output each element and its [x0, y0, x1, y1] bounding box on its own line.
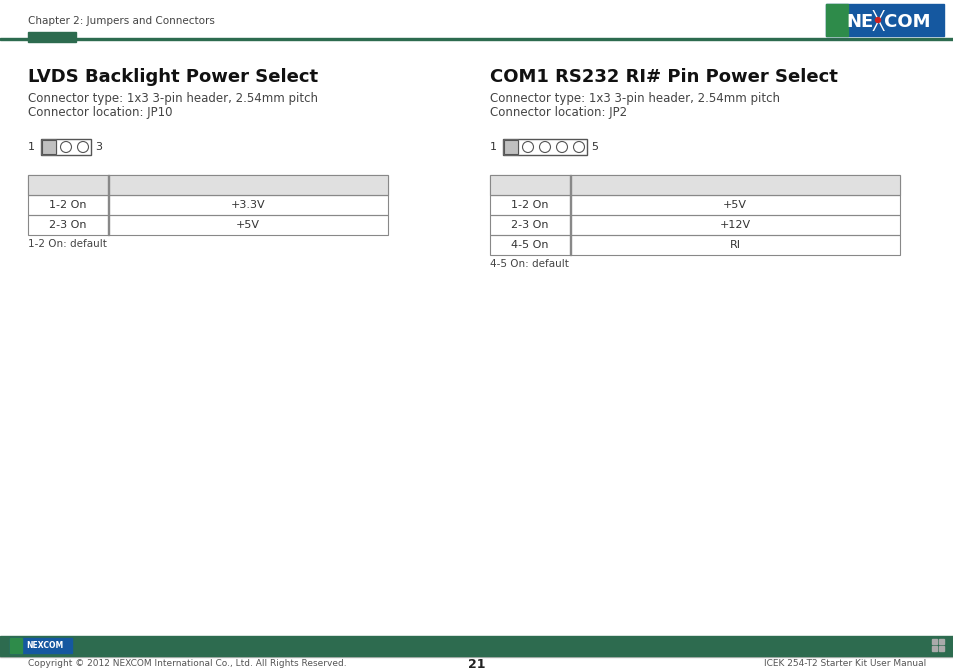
Text: 1-2 On: 1-2 On: [511, 200, 548, 210]
Bar: [28, 175, 388, 195]
Circle shape: [875, 17, 880, 22]
Text: NEXCOM: NEXCOM: [27, 641, 64, 650]
Text: 2-3 On: 2-3 On: [511, 220, 548, 230]
Bar: [490, 235, 899, 255]
Text: Connector type: 1x3 3-pin header, 2.54mm pitch: Connector type: 1x3 3-pin header, 2.54mm…: [28, 92, 317, 105]
Text: +3.3V: +3.3V: [231, 200, 265, 210]
Bar: [10, 638, 22, 653]
Bar: [490, 175, 899, 195]
Text: 1-2 On: default: 1-2 On: default: [28, 239, 107, 249]
Bar: [42, 140, 56, 154]
Text: 2-3 On: 2-3 On: [50, 220, 87, 230]
Text: Settings: Settings: [220, 179, 275, 192]
Text: Settings: Settings: [706, 179, 762, 192]
Text: +5V: +5V: [722, 200, 746, 210]
Text: RI: RI: [729, 240, 740, 250]
Text: ICEK 254-T2 Starter Kit User Manual: ICEK 254-T2 Starter Kit User Manual: [763, 659, 925, 669]
Text: +12V: +12V: [719, 220, 750, 230]
Bar: [490, 175, 899, 195]
Bar: [0, 38, 953, 40]
Bar: [825, 4, 943, 36]
Text: 1: 1: [28, 142, 35, 152]
Bar: [938, 646, 943, 651]
Bar: [931, 646, 936, 651]
Text: Chapter 2: Jumpers and Connectors: Chapter 2: Jumpers and Connectors: [28, 16, 214, 26]
Bar: [0, 636, 953, 656]
Text: 21: 21: [468, 657, 485, 671]
Bar: [490, 215, 899, 235]
Bar: [28, 195, 388, 215]
Text: 3: 3: [95, 142, 102, 152]
Text: NE╳COM: NE╳COM: [846, 9, 930, 30]
Bar: [28, 175, 388, 195]
Bar: [502, 139, 586, 155]
Bar: [28, 32, 76, 42]
Text: Pin: Pin: [57, 179, 78, 192]
Text: Copyright © 2012 NEXCOM International Co., Ltd. All Rights Reserved.: Copyright © 2012 NEXCOM International Co…: [28, 659, 346, 669]
Text: 1-2 On: 1-2 On: [50, 200, 87, 210]
Bar: [490, 195, 899, 215]
Bar: [28, 215, 388, 235]
Text: Pin: Pin: [519, 179, 540, 192]
Text: Connector type: 1x3 3-pin header, 2.54mm pitch: Connector type: 1x3 3-pin header, 2.54mm…: [490, 92, 780, 105]
Text: Connector location: JP2: Connector location: JP2: [490, 106, 626, 119]
Text: 5: 5: [590, 142, 598, 152]
Bar: [41, 139, 91, 155]
Text: 1: 1: [490, 142, 497, 152]
Text: LVDS Backlight Power Select: LVDS Backlight Power Select: [28, 68, 317, 86]
Bar: [503, 140, 517, 154]
Bar: [938, 639, 943, 644]
Text: +5V: +5V: [235, 220, 260, 230]
Text: 4-5 On: default: 4-5 On: default: [490, 259, 568, 269]
Bar: [931, 639, 936, 644]
Text: 4-5 On: 4-5 On: [511, 240, 548, 250]
Text: COM1 RS232 RI# Pin Power Select: COM1 RS232 RI# Pin Power Select: [490, 68, 837, 86]
Text: Connector location: JP10: Connector location: JP10: [28, 106, 172, 119]
Bar: [825, 4, 847, 36]
Bar: [10, 638, 71, 653]
Bar: [503, 140, 517, 154]
Bar: [42, 140, 56, 154]
